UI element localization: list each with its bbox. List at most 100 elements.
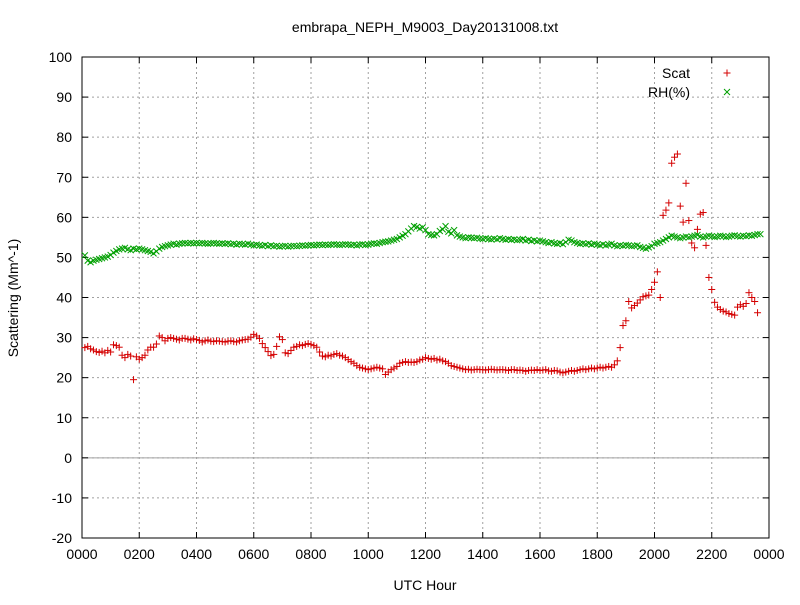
scat-point (711, 298, 719, 306)
rh-point (290, 242, 298, 250)
scat-point (679, 218, 687, 226)
scat-point (619, 322, 627, 330)
scat-point (175, 336, 183, 344)
rh-point (382, 238, 389, 246)
scat-point (135, 355, 143, 363)
scat-point (422, 354, 429, 362)
rh-point (299, 242, 306, 249)
scat-point (722, 308, 730, 316)
rh-point (293, 242, 301, 250)
scat-point (599, 364, 607, 372)
series-scat (81, 150, 762, 384)
x-tick-label: 2000 (639, 546, 670, 562)
scat-point (736, 301, 744, 309)
scat-point (393, 362, 401, 370)
rh-point (734, 232, 741, 240)
scat-point (107, 348, 115, 356)
scat-point (742, 300, 750, 308)
x-tick-label: 2200 (696, 546, 727, 562)
y-tick-label: 20 (56, 370, 72, 386)
scat-point (616, 344, 624, 352)
rh-point (379, 238, 386, 246)
y-tick-label: 50 (56, 249, 72, 265)
rh-point (370, 240, 378, 247)
scat-point (127, 352, 135, 360)
scat-point (250, 330, 258, 338)
scat-point (293, 342, 301, 350)
scat-point (112, 342, 120, 350)
scat-point (731, 311, 739, 319)
rh-point (238, 240, 246, 248)
rh-point (362, 241, 369, 249)
scat-point (748, 294, 756, 301)
rh-point (333, 241, 341, 248)
scat-point (87, 345, 95, 353)
scat-point (310, 342, 318, 350)
x-tick-label: 0600 (238, 546, 269, 562)
rh-point (722, 233, 730, 241)
scat-point (725, 310, 733, 318)
scat-point (152, 340, 160, 348)
scat-point (396, 359, 404, 367)
scat-point (562, 368, 570, 376)
scat-point (364, 366, 372, 374)
x-tick-label: 0400 (181, 546, 212, 562)
scat-point (668, 159, 676, 167)
scat-point (170, 334, 178, 342)
x-axis-label: UTC Hour (393, 577, 456, 593)
x-tick-label: 0200 (124, 546, 155, 562)
rh-point (236, 240, 243, 248)
rh-point (324, 241, 332, 249)
scat-point (89, 346, 97, 354)
scat-point (610, 361, 618, 369)
scat-point (347, 358, 355, 366)
rh-point (330, 240, 338, 248)
scat-point (716, 306, 724, 314)
scat-point (327, 352, 335, 360)
scat-point (373, 363, 381, 371)
scat-point (255, 334, 263, 342)
rh-point (347, 241, 355, 249)
scat-point (167, 334, 175, 342)
scat-point (258, 340, 266, 348)
rh-point (576, 240, 584, 248)
scat-point (333, 350, 341, 358)
rh-point (427, 231, 435, 239)
scat-point (150, 343, 158, 351)
scat-point (573, 366, 581, 374)
chart-title: embrapa_NEPH_M9003_Day20131008.txt (292, 19, 558, 35)
scat-point (436, 355, 444, 363)
legend: Scat RH(%) (648, 65, 731, 100)
rh-point (513, 236, 521, 244)
y-tick-label: -10 (52, 490, 72, 506)
scat-point (324, 351, 332, 359)
rh-point (256, 242, 263, 249)
rh-point (204, 240, 212, 248)
rh-point (227, 240, 235, 248)
scat-point (390, 364, 398, 372)
scat-point (676, 202, 684, 210)
legend-marker-rh (723, 88, 731, 96)
rh-point (196, 240, 203, 247)
scat-point (699, 209, 707, 217)
scat-point (267, 352, 275, 360)
scat-point (227, 337, 235, 345)
rh-point (184, 240, 192, 247)
scat-point (235, 337, 243, 345)
scat-point (553, 367, 561, 375)
rh-point (550, 240, 558, 247)
scat-point (693, 225, 701, 233)
rh-point (210, 239, 218, 247)
scat-point (298, 342, 306, 350)
scat-point (754, 309, 762, 317)
scat-point (633, 299, 641, 307)
rh-point (187, 239, 195, 247)
rh-point (728, 232, 736, 240)
scat-point (278, 336, 286, 344)
rh-point (313, 241, 321, 249)
y-tick-label: 60 (56, 209, 72, 225)
rh-point (296, 242, 303, 250)
scat-point (708, 285, 716, 293)
x-tick-label: 1400 (467, 546, 498, 562)
scat-point (696, 210, 704, 218)
